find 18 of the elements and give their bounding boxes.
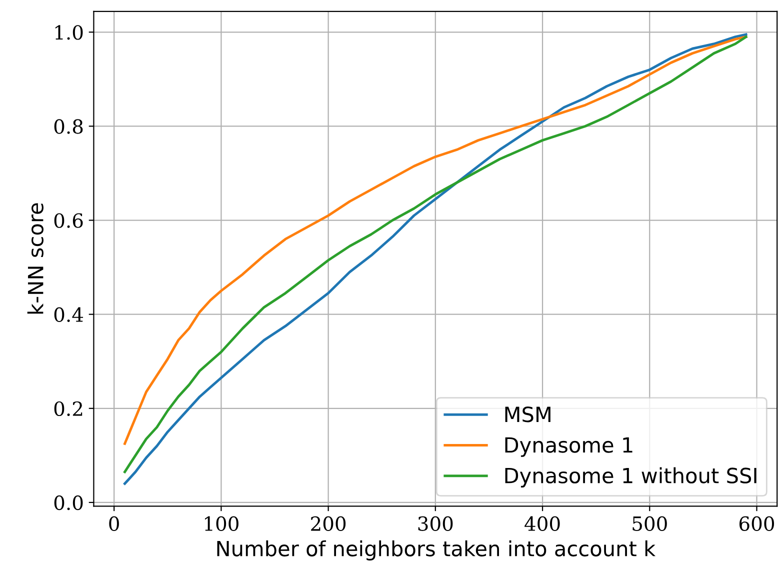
y-tick-label: 0.8 (54, 119, 83, 134)
y-tick-label: 0.4 (54, 307, 84, 322)
x-axis-title: Number of neighbors taken into account k (217, 540, 656, 560)
legend-label: Dynasome 1 without SSI (505, 467, 756, 488)
x-tick-label: 100 (205, 516, 238, 531)
x-tick-label: 400 (524, 516, 560, 531)
x-tick-label: 600 (739, 516, 774, 531)
y-tick-label: 1.0 (55, 25, 83, 40)
x-tick-label: 500 (632, 516, 667, 531)
x-tick-label: 0 (109, 516, 119, 531)
legend-label: Dynasome 1 (505, 437, 632, 457)
y-tick-label: 0.2 (54, 401, 82, 416)
x-tick-label: 200 (311, 516, 346, 531)
y-tick-label: 0.0 (54, 495, 83, 510)
y-axis-title: k-NN score (27, 203, 44, 314)
x-tick-label: 300 (418, 516, 453, 531)
legend-label: MSM (505, 406, 550, 422)
y-tick-label: 0.6 (54, 213, 83, 228)
